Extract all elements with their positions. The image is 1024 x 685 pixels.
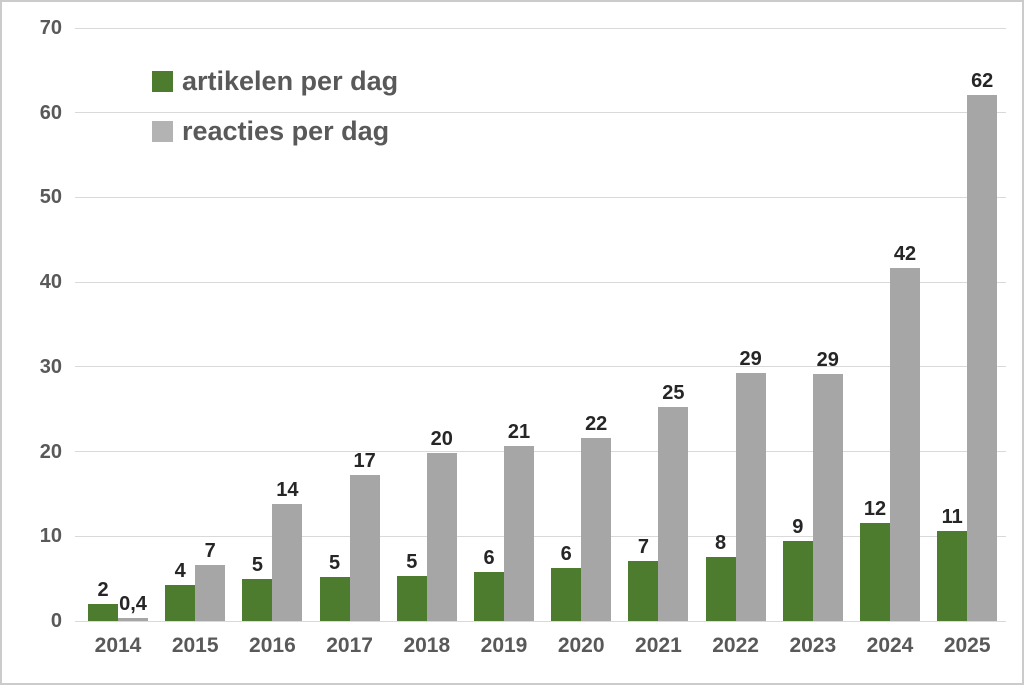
data-label-reacties-2022: 29 xyxy=(739,347,762,370)
legend-item: reacties per dag xyxy=(152,106,398,156)
gridline xyxy=(75,112,1006,114)
bar-reacties-2018 xyxy=(426,453,457,621)
bar-reacties-2024 xyxy=(890,267,920,621)
legend-swatch-icon xyxy=(152,120,173,142)
data-label-artikelen-2024: 12 xyxy=(863,497,887,520)
x-axis-tick-label: 2017 xyxy=(326,634,373,657)
legend-label: reacties per dag xyxy=(182,116,390,146)
gridline xyxy=(75,196,1006,198)
data-label-artikelen-2014: 2 xyxy=(97,579,109,602)
bar-artikelen-2019 xyxy=(474,571,504,621)
legend-item: artikelen per dag xyxy=(152,56,398,106)
data-label-artikelen-2025: 11 xyxy=(941,506,963,529)
legend-swatch-icon xyxy=(152,70,173,92)
data-label-reacties-2024: 42 xyxy=(893,242,917,265)
bar-artikelen-2018 xyxy=(396,576,427,621)
data-label-artikelen-2020: 6 xyxy=(560,542,572,565)
bar-artikelen-2014 xyxy=(88,604,118,621)
bar-reacties-2023 xyxy=(812,373,843,621)
bar-artikelen-2022 xyxy=(705,556,736,621)
y-axis-tick-label: 20 xyxy=(39,440,62,463)
bar-reacties-2019 xyxy=(504,445,534,621)
y-axis-tick-label: 30 xyxy=(39,355,62,378)
y-axis-tick-label: 0 xyxy=(50,610,62,632)
bar-artikelen-2015 xyxy=(165,585,196,621)
y-axis-tick-label: 40 xyxy=(39,271,62,294)
data-label-reacties-2015: 7 xyxy=(204,540,216,563)
x-axis-tick-label: 2024 xyxy=(866,634,914,657)
y-axis-tick-label: 50 xyxy=(39,186,62,209)
x-axis-tick-label: 2020 xyxy=(557,634,605,657)
bar-reacties-2015 xyxy=(195,565,226,621)
x-axis-tick-label: 2025 xyxy=(943,634,991,657)
data-label-reacties-2016: 14 xyxy=(276,479,299,502)
bar-artikelen-2021 xyxy=(628,560,659,621)
data-label-artikelen-2017: 5 xyxy=(329,551,341,574)
data-label-reacties-2021: 25 xyxy=(662,381,685,404)
bar-reacties-2016 xyxy=(272,504,303,621)
x-axis-tick-label: 2022 xyxy=(712,634,759,657)
bar-artikelen-2023 xyxy=(782,541,813,621)
data-label-reacties-2019: 21 xyxy=(507,420,531,443)
y-axis-tick-label: 70 xyxy=(39,17,62,39)
data-label-artikelen-2019: 6 xyxy=(483,546,495,569)
gridline xyxy=(75,451,1006,453)
x-axis-tick-label: 2023 xyxy=(789,634,837,657)
x-axis-tick-label: 2018 xyxy=(403,634,451,657)
gridline xyxy=(75,620,1006,622)
data-label-artikelen-2016: 5 xyxy=(251,554,263,577)
bar-artikelen-2016 xyxy=(242,579,273,621)
bar-reacties-2014 xyxy=(118,617,148,621)
bar-reacties-2022 xyxy=(735,372,766,621)
bar-reacties-2017 xyxy=(349,475,380,621)
gridline xyxy=(75,281,1006,283)
bar-artikelen-2020 xyxy=(551,567,582,621)
data-label-reacties-2018: 20 xyxy=(430,428,453,451)
bar-reacties-2025 xyxy=(967,94,998,621)
x-axis-tick-label: 2019 xyxy=(480,634,528,657)
data-label-artikelen-2022: 8 xyxy=(715,531,727,554)
bar-artikelen-2024 xyxy=(860,522,890,621)
y-axis-tick-label: 60 xyxy=(39,101,62,124)
y-axis-tick-label: 10 xyxy=(39,525,62,548)
data-label-artikelen-2018: 5 xyxy=(406,551,418,574)
gridline xyxy=(75,366,1006,368)
bar-reacties-2020 xyxy=(581,438,612,621)
data-label-artikelen-2023: 9 xyxy=(792,516,804,539)
x-axis-tick-label: 2014 xyxy=(94,634,142,657)
data-label-reacties-2023: 29 xyxy=(816,348,839,371)
data-label-reacties-2020: 22 xyxy=(585,413,608,436)
bar-reacties-2021 xyxy=(658,406,689,621)
data-label-artikelen-2015: 4 xyxy=(174,560,186,583)
data-label-reacties-2025: 62 xyxy=(971,69,994,92)
bar-artikelen-2017 xyxy=(319,576,350,621)
x-axis-tick-label: 2015 xyxy=(171,634,219,657)
x-axis-tick-label: 2016 xyxy=(249,634,296,657)
legend: artikelen per dag reacties per dag xyxy=(152,56,398,156)
data-label-artikelen-2021: 7 xyxy=(637,535,649,558)
legend-label: artikelen per dag xyxy=(182,66,399,96)
data-label-reacties-2017: 17 xyxy=(353,450,376,473)
gridline xyxy=(75,27,1006,29)
x-axis-tick-label: 2021 xyxy=(635,634,682,657)
bar-artikelen-2025 xyxy=(937,531,968,621)
gridline xyxy=(75,535,1006,537)
data-label-reacties-2014: 0,4 xyxy=(119,592,147,615)
